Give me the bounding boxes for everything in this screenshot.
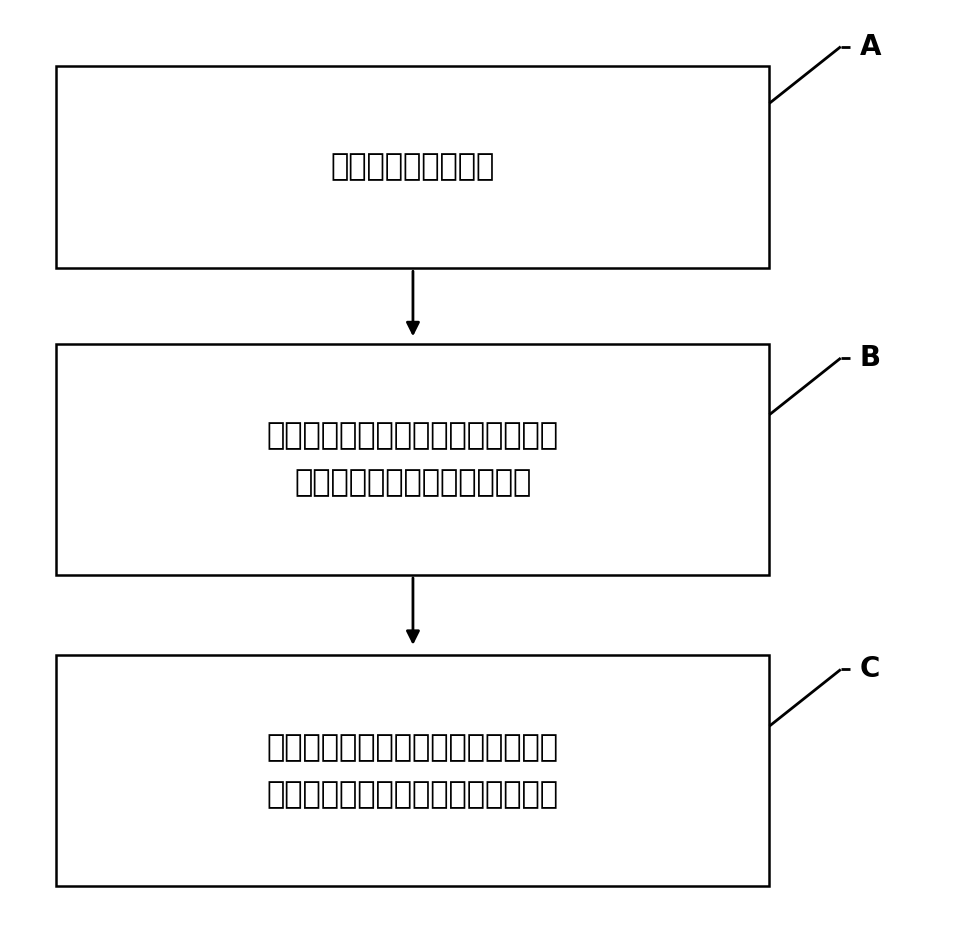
Text: C: C — [860, 655, 880, 684]
Text: B: B — [860, 344, 881, 372]
Text: 利用微流控芗片主模采用模塑法制作: 利用微流控芗片主模采用模塑法制作 — [267, 422, 559, 450]
Text: 片键合封接，完成微流控芗片的制作: 片键合封接，完成微流控芗片的制作 — [267, 780, 559, 809]
Text: A: A — [860, 32, 881, 61]
Text: 具有微沟道的有机聚合物盖片: 具有微沟道的有机聚合物盖片 — [294, 468, 531, 498]
Text: 将打孔完毕的有机聚合物盖片与载玻: 将打孔完毕的有机聚合物盖片与载玻 — [267, 733, 559, 762]
Bar — [57, 344, 769, 575]
Text: 制作微流控芗片主模: 制作微流控芗片主模 — [331, 152, 495, 182]
Bar — [57, 655, 769, 886]
Bar — [57, 66, 769, 268]
